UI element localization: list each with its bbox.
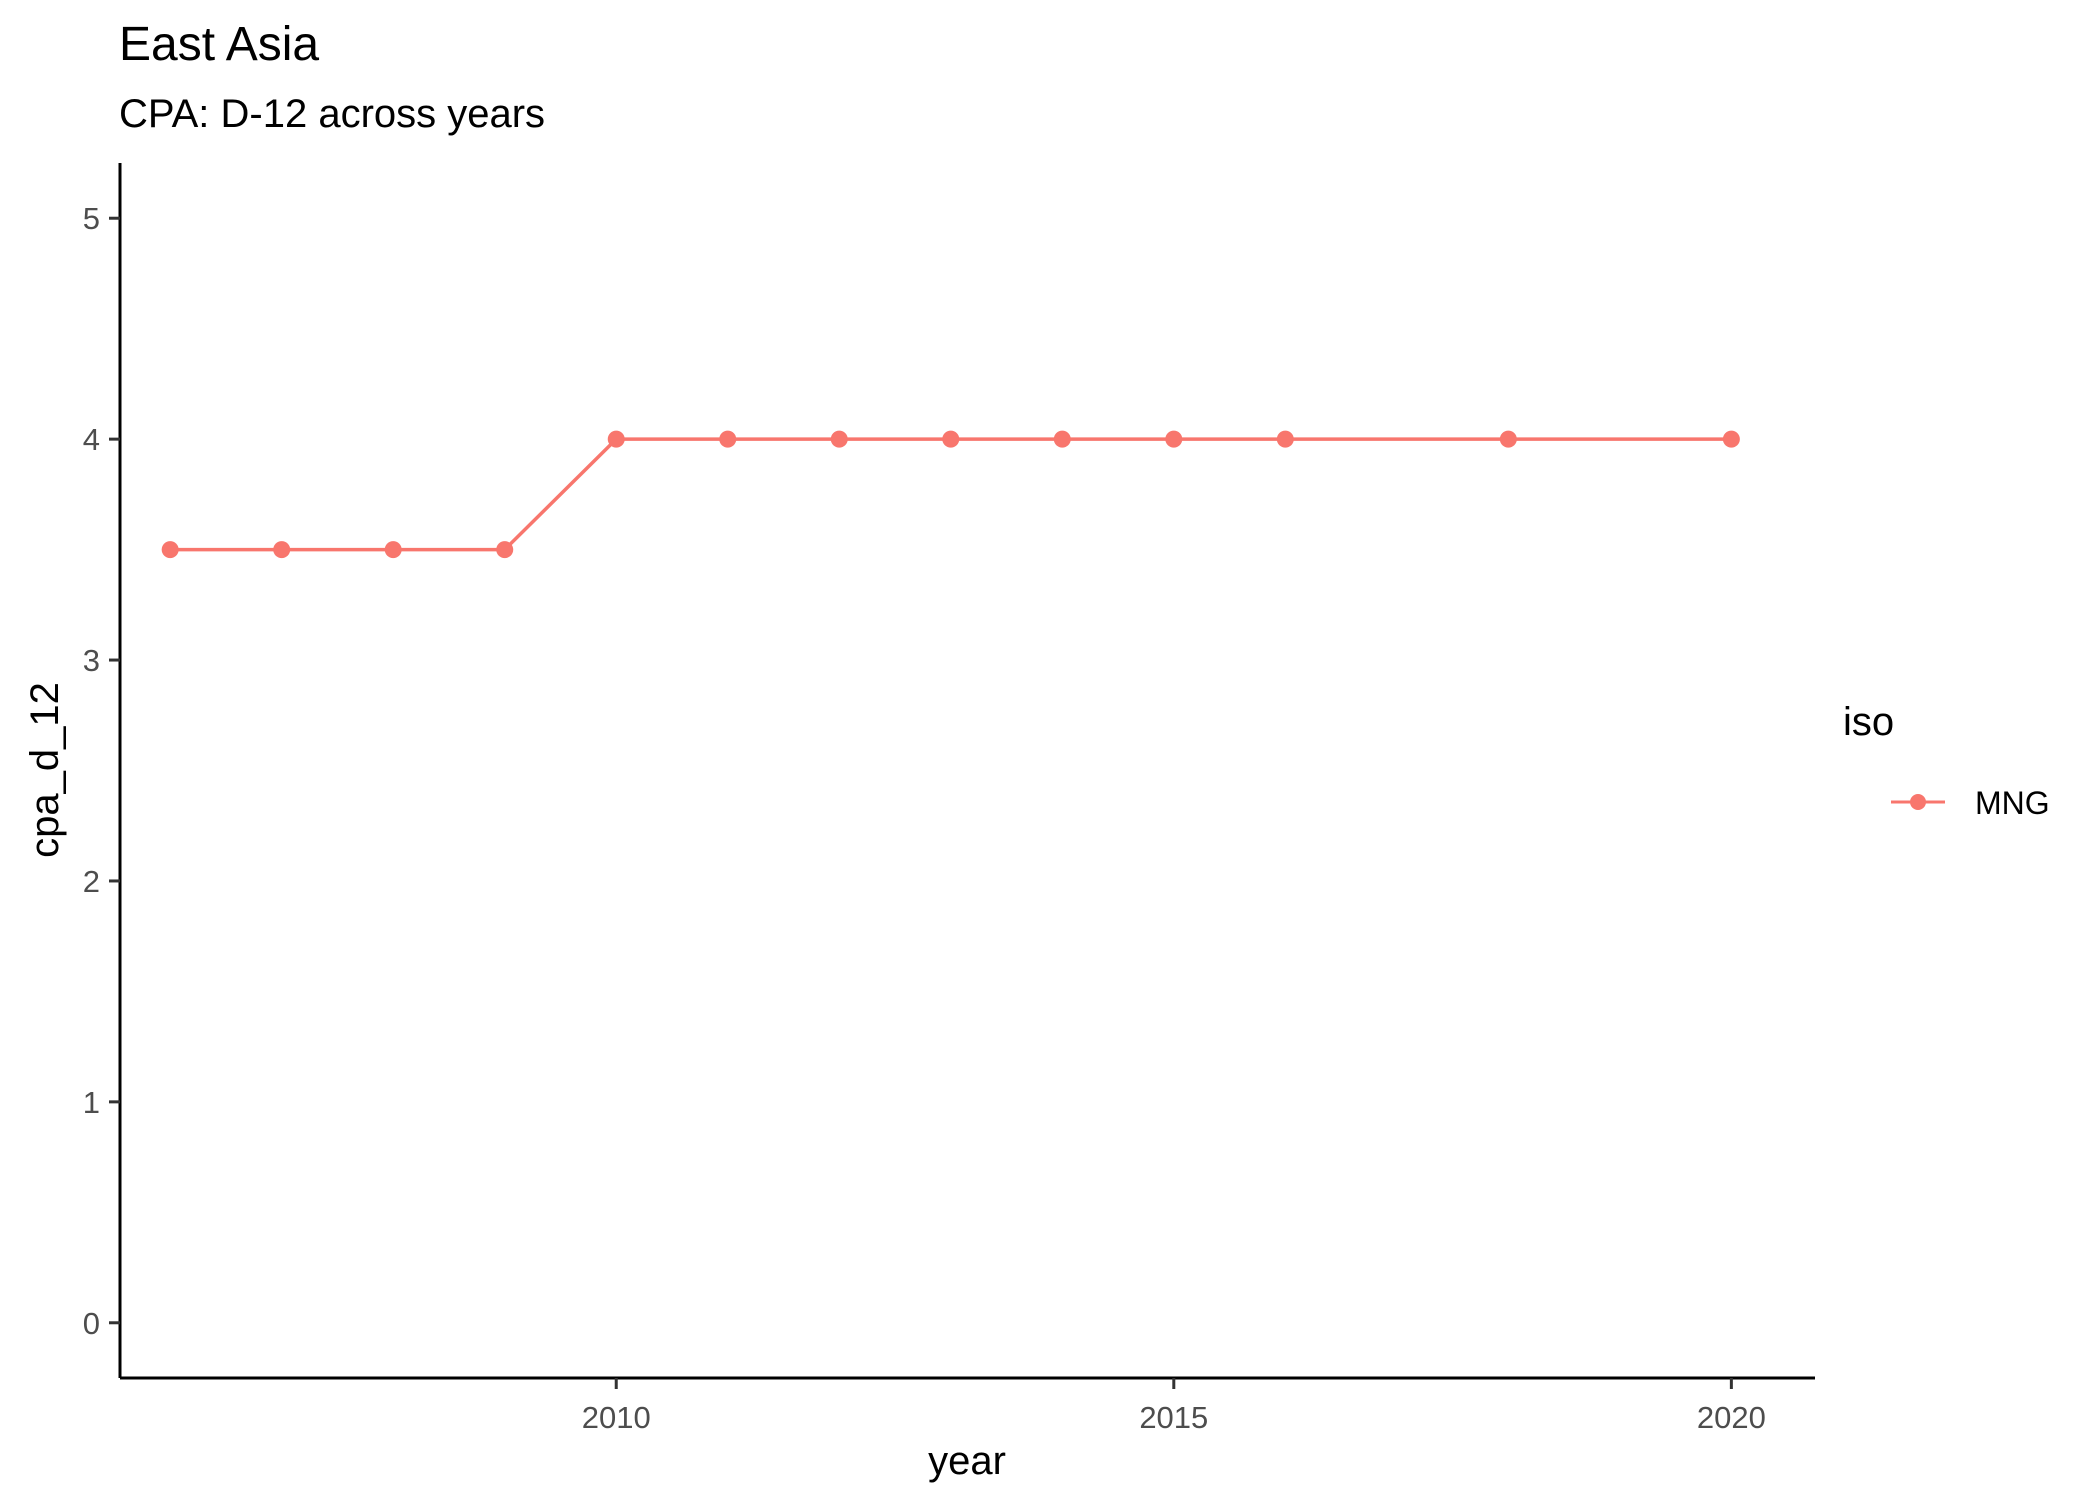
y-tick-label: 0: [83, 1306, 100, 1341]
x-axis-ticks: 2010 2015 2020: [582, 1378, 1766, 1435]
x-tick-label: 2010: [582, 1400, 651, 1435]
data-point: [830, 430, 848, 448]
data-point: [1722, 430, 1740, 448]
data-point: [1165, 430, 1183, 448]
data-point: [719, 430, 737, 448]
legend-title: iso: [1843, 700, 1894, 744]
series-line-mng: [170, 437, 1732, 552]
y-axis-title: cpa_d_12: [23, 682, 67, 858]
legend: iso MNG: [1843, 700, 2050, 821]
data-point: [607, 430, 625, 448]
y-tick-label: 5: [83, 201, 100, 236]
data-point: [1053, 430, 1071, 448]
x-tick-label: 2020: [1697, 1400, 1766, 1435]
x-axis-title: year: [928, 1439, 1006, 1483]
y-axis-ticks: 0 1 2 3 4 5: [83, 201, 120, 1341]
legend-key-point: [1910, 794, 1926, 810]
chart-title: East Asia: [119, 18, 319, 71]
x-tick-label: 2015: [1139, 1400, 1208, 1435]
chart-subtitle: CPA: D-12 across years: [119, 92, 545, 136]
data-point: [161, 541, 179, 559]
y-tick-label: 1: [83, 1085, 100, 1120]
y-tick-label: 4: [83, 422, 100, 457]
series-layer: [161, 430, 1740, 559]
data-point: [273, 541, 291, 559]
data-point: [942, 430, 960, 448]
data-point: [496, 541, 514, 559]
legend-label-mng: MNG: [1975, 785, 2050, 821]
data-point: [1499, 430, 1517, 448]
y-tick-label: 3: [83, 643, 100, 678]
plot-panel: 0 1 2 3 4 5 2010 2015 2020: [83, 163, 1815, 1435]
data-point: [384, 541, 402, 559]
y-tick-label: 2: [83, 864, 100, 899]
data-point: [1276, 430, 1294, 448]
